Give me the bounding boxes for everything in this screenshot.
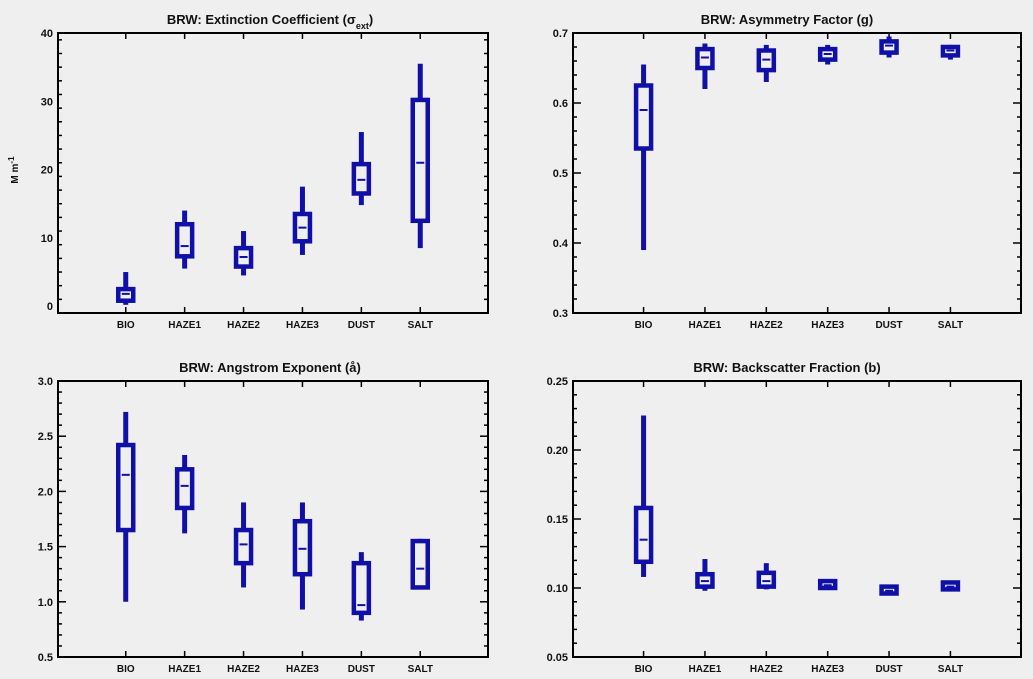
panel-extinction-title: BRW: Extinction Coefficient (σext) bbox=[167, 12, 373, 31]
backscatter-ytick-label: 0.05 bbox=[547, 652, 568, 664]
backscatter-category-label: SALT bbox=[938, 664, 963, 675]
backscatter-box bbox=[817, 578, 838, 591]
angstrom-box bbox=[174, 467, 195, 511]
extinction-box bbox=[292, 211, 313, 244]
asymmetry-ytick-label: 0.5 bbox=[553, 168, 568, 180]
panel-backscatter-title: BRW: Backscatter Fraction (b) bbox=[693, 360, 880, 375]
angstrom-plot-frame bbox=[57, 380, 489, 658]
angstrom-box bbox=[233, 527, 254, 566]
panel-extinction-ylabel: M m-1 bbox=[7, 156, 22, 184]
extinction-ytick-label: 30 bbox=[41, 96, 53, 108]
asymmetry-box bbox=[633, 83, 654, 151]
asymmetry-box bbox=[817, 46, 838, 62]
angstrom-box bbox=[410, 538, 431, 590]
asymmetry-category-label: HAZE3 bbox=[811, 320, 844, 331]
asymmetry-plot-frame bbox=[572, 32, 1022, 314]
panel-angstrom: BRW: Angstrom Exponent (å) 0.5 1.0 1.5 2.0 2… bbox=[38, 360, 489, 675]
backscatter-category-label: DUST bbox=[875, 664, 902, 675]
angstrom-category-label: HAZE3 bbox=[286, 664, 319, 675]
angstrom-category-label: HAZE2 bbox=[227, 664, 260, 675]
angstrom-ytick-label: 2.0 bbox=[38, 486, 53, 498]
asymmetry-ytick-label: 0.3 bbox=[553, 308, 568, 320]
backscatter-category-label: HAZE2 bbox=[750, 664, 783, 675]
asymmetry-category-label: SALT bbox=[938, 320, 963, 331]
angstrom-ytick-label: 2.5 bbox=[38, 431, 53, 443]
backscatter-category-label: HAZE3 bbox=[811, 664, 844, 675]
asymmetry-box bbox=[940, 44, 961, 58]
extinction-ytick-label: 0 bbox=[47, 301, 53, 313]
backscatter-plot-frame bbox=[572, 380, 1022, 658]
angstrom-ytick-label: 0.5 bbox=[38, 652, 53, 664]
backscatter-ytick-label: 0.25 bbox=[547, 376, 568, 388]
backscatter-box bbox=[633, 505, 654, 565]
asymmetry-category-label: HAZE2 bbox=[750, 320, 783, 331]
angstrom-box bbox=[115, 442, 136, 533]
extinction-plot-frame bbox=[57, 32, 489, 314]
panel-extinction: BRW: Extinction Coefficient (σext) M m-1… bbox=[7, 12, 489, 331]
extinction-box bbox=[174, 221, 195, 259]
extinction-box bbox=[233, 245, 254, 269]
backscatter-box bbox=[879, 584, 899, 596]
angstrom-category-label: SALT bbox=[408, 664, 433, 675]
backscatter-box bbox=[940, 580, 961, 592]
extinction-category-label: SALT bbox=[408, 320, 433, 331]
backscatter-box bbox=[756, 570, 777, 589]
angstrom-box bbox=[292, 518, 313, 577]
asymmetry-ytick-label: 0.4 bbox=[553, 238, 569, 250]
angstrom-category-label: DUST bbox=[348, 664, 375, 675]
extinction-category-label: HAZE2 bbox=[227, 320, 260, 331]
extinction-ytick-label: 10 bbox=[41, 233, 53, 245]
angstrom-category-label: HAZE1 bbox=[168, 664, 201, 675]
backscatter-ytick-label: 0.15 bbox=[547, 514, 568, 526]
angstrom-ytick-label: 1.0 bbox=[38, 597, 53, 609]
backscatter-category-label: BIO bbox=[635, 664, 653, 675]
angstrom-box bbox=[351, 560, 372, 616]
asymmetry-category-label: DUST bbox=[875, 320, 902, 331]
extinction-category-label: DUST bbox=[348, 320, 375, 331]
asymmetry-box bbox=[879, 39, 899, 55]
extinction-box bbox=[115, 286, 136, 303]
asymmetry-box bbox=[695, 46, 715, 71]
backscatter-ytick-label: 0.10 bbox=[547, 583, 568, 595]
asymmetry-ytick-label: 0.7 bbox=[553, 28, 568, 40]
extinction-category-label: HAZE1 bbox=[168, 320, 201, 331]
backscatter-ytick-label: 0.20 bbox=[547, 445, 568, 457]
asymmetry-category-label: HAZE1 bbox=[689, 320, 722, 331]
panel-asymmetry: BRW: Asymmetry Factor (g) 0.3 0.4 0.5 0.6 0.… bbox=[553, 12, 1022, 331]
panel-angstrom-title: BRW: Angstrom Exponent (å) bbox=[179, 360, 361, 375]
panel-backscatter: BRW: Backscatter Fraction (b) 0.05 0.10 0.… bbox=[547, 360, 1022, 675]
angstrom-category-label: BIO bbox=[117, 664, 135, 675]
backscatter-category-label: HAZE1 bbox=[689, 664, 722, 675]
extinction-box bbox=[351, 161, 372, 196]
asymmetry-box bbox=[756, 48, 777, 73]
asymmetry-category-label: BIO bbox=[635, 320, 653, 331]
panel-asymmetry-title: BRW: Asymmetry Factor (g) bbox=[701, 12, 873, 27]
extinction-box bbox=[410, 97, 431, 224]
extinction-ytick-label: 40 bbox=[41, 28, 53, 40]
extinction-category-label: HAZE3 bbox=[286, 320, 319, 331]
backscatter-box bbox=[695, 571, 715, 589]
angstrom-ytick-label: 1.5 bbox=[38, 542, 53, 554]
asymmetry-ytick-label: 0.6 bbox=[553, 98, 568, 110]
extinction-ytick-label: 20 bbox=[41, 165, 53, 177]
extinction-category-label: BIO bbox=[117, 320, 135, 331]
angstrom-ytick-label: 3.0 bbox=[38, 376, 53, 388]
